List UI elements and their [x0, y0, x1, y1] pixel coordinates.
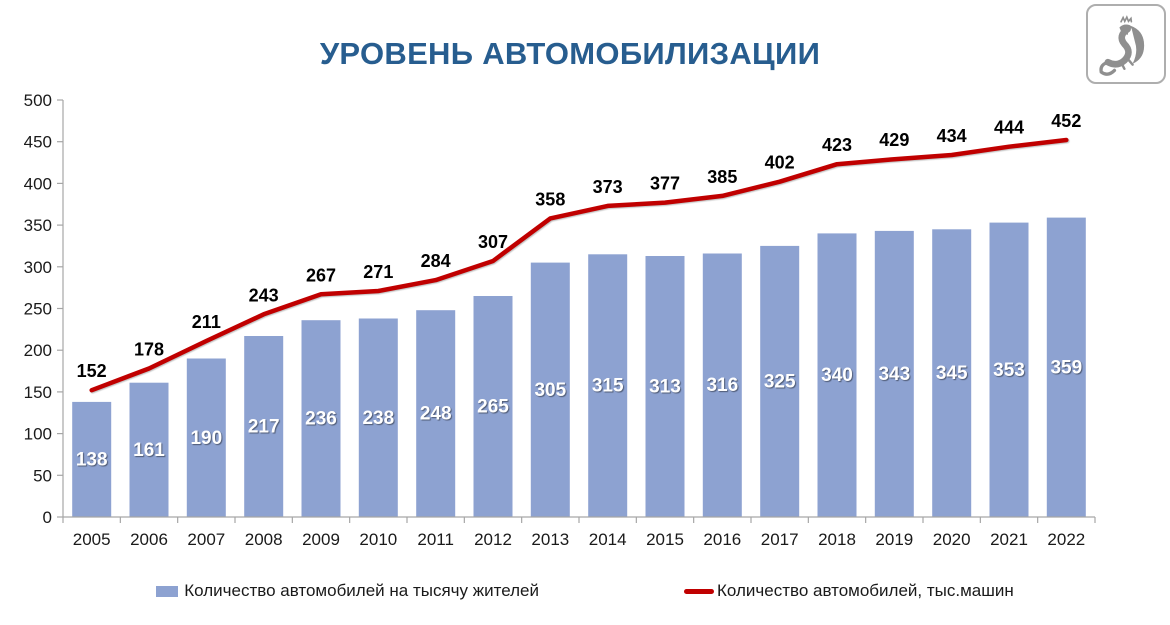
- bar-label-2007: 190: [190, 428, 222, 449]
- bar-label-2015: 313: [649, 376, 681, 397]
- bar-label-2010: 238: [362, 408, 394, 429]
- bar-label-2022: 359: [1050, 357, 1082, 378]
- x-axis-label-2018: 2018: [818, 530, 856, 549]
- bar-2014: [588, 254, 628, 518]
- legend-item-line: Количество автомобилей, тыс.машин: [683, 581, 1014, 601]
- y-axis-label: 350: [24, 216, 52, 235]
- bar-label-2005: 138: [76, 449, 108, 470]
- bar-label-2017: 325: [764, 371, 796, 392]
- x-axis-label-2009: 2009: [302, 530, 340, 549]
- bar-2012: [473, 296, 513, 517]
- bar-2019: [874, 230, 914, 517]
- x-axis-label-2013: 2013: [531, 530, 569, 549]
- x-axis-label-2008: 2008: [245, 530, 283, 549]
- x-axis-label-2021: 2021: [990, 530, 1028, 549]
- bar-label-2011: 248: [420, 404, 452, 425]
- bar-2011: [416, 310, 456, 517]
- y-axis-label: 300: [24, 258, 52, 277]
- line-label-2005: 152: [77, 361, 107, 381]
- y-axis-label: 400: [24, 174, 52, 193]
- y-axis-label: 250: [24, 300, 52, 319]
- legend-label-bars: Количество автомобилей на тысячу жителей: [184, 581, 539, 600]
- line-series: [89, 137, 1069, 393]
- line-label-2016: 385: [707, 167, 737, 187]
- x-axis-label-2005: 2005: [73, 530, 111, 549]
- bar-2017: [760, 245, 800, 517]
- line-label-2006: 178: [134, 340, 164, 360]
- line-label-2009: 267: [306, 265, 336, 285]
- bar-2008: [244, 336, 284, 517]
- kazan-coat-of-arms: [1086, 4, 1166, 84]
- x-axis-label-2019: 2019: [875, 530, 913, 549]
- bar-label-2018: 340: [821, 365, 853, 386]
- y-axis-label: 0: [43, 508, 52, 527]
- bar-2018: [817, 233, 857, 517]
- line-label-2008: 243: [249, 285, 279, 305]
- line-label-2017: 402: [765, 153, 795, 173]
- y-axis-label: 50: [33, 466, 52, 485]
- x-axis-label-2011: 2011: [417, 530, 454, 549]
- x-axis-label-2012: 2012: [474, 530, 512, 549]
- line-label-2007: 211: [192, 312, 221, 332]
- legend-label-line: Количество автомобилей, тыс.машин: [716, 581, 1014, 600]
- zilant-dragon-icon: [1099, 15, 1145, 76]
- line-label-2021: 444: [994, 118, 1024, 138]
- line-label-2020: 434: [937, 126, 967, 146]
- legend-item-bars: Количество автомобилей на тысячу жителей: [156, 581, 539, 601]
- x-axis-label-2015: 2015: [646, 530, 684, 549]
- bar-2021: [989, 222, 1029, 517]
- line-label-2018: 423: [822, 135, 852, 155]
- line-label-2015: 377: [650, 174, 680, 194]
- bar-label-2008: 217: [248, 417, 280, 438]
- line-series-swatch: [683, 588, 714, 594]
- bar-2009: [301, 320, 341, 517]
- line-label-2012: 307: [478, 232, 508, 252]
- line-label-2014: 373: [593, 177, 623, 197]
- y-axis-label: 200: [24, 341, 52, 360]
- x-axis-label-2020: 2020: [933, 530, 971, 549]
- bar-2007: [186, 358, 226, 517]
- bar-2022: [1046, 217, 1086, 517]
- bar-label-2016: 316: [706, 375, 738, 396]
- bar-label-2006: 161: [133, 440, 165, 461]
- line-label-2011: 284: [421, 251, 451, 271]
- line-label-2013: 358: [535, 189, 565, 209]
- x-axis-label-2016: 2016: [703, 530, 741, 549]
- x-axis-label-2017: 2017: [761, 530, 799, 549]
- bar-label-2014: 315: [592, 376, 624, 397]
- bar-2013: [530, 262, 570, 517]
- bar-2015: [645, 256, 685, 517]
- page-title: УРОВЕНЬ АВТОМОБИЛИЗАЦИИ: [319, 36, 821, 71]
- bar-2005: [72, 401, 112, 517]
- bar-2016: [702, 253, 742, 517]
- bar-label-2020: 345: [936, 363, 968, 384]
- bar-2006: [129, 382, 169, 517]
- line-label-2010: 271: [363, 262, 393, 282]
- bar-2020: [932, 229, 972, 518]
- y-axis-label: 450: [24, 133, 52, 152]
- line-label-2022: 452: [1051, 111, 1081, 131]
- x-axis-label-2006: 2006: [130, 530, 168, 549]
- bar-2010: [358, 318, 398, 517]
- y-axis-label: 100: [24, 425, 52, 444]
- x-axis-label-2014: 2014: [589, 530, 627, 549]
- bar-label-2021: 353: [993, 360, 1025, 381]
- chart-legend: Количество автомобилей на тысячу жителей…: [0, 581, 1170, 601]
- y-axis-label: 500: [24, 91, 52, 110]
- bar-label-2019: 343: [878, 364, 910, 385]
- x-axis-label-2022: 2022: [1047, 530, 1085, 549]
- bar-label-2012: 265: [477, 396, 509, 417]
- x-axis-label-2010: 2010: [359, 530, 397, 549]
- bar-label-2009: 236: [305, 409, 337, 430]
- bar-label-2013: 305: [534, 380, 566, 401]
- line-label-2019: 429: [879, 130, 909, 150]
- y-axis-label: 150: [24, 383, 52, 402]
- bar-series-swatch: [156, 585, 179, 597]
- x-axis-label-2007: 2007: [187, 530, 225, 549]
